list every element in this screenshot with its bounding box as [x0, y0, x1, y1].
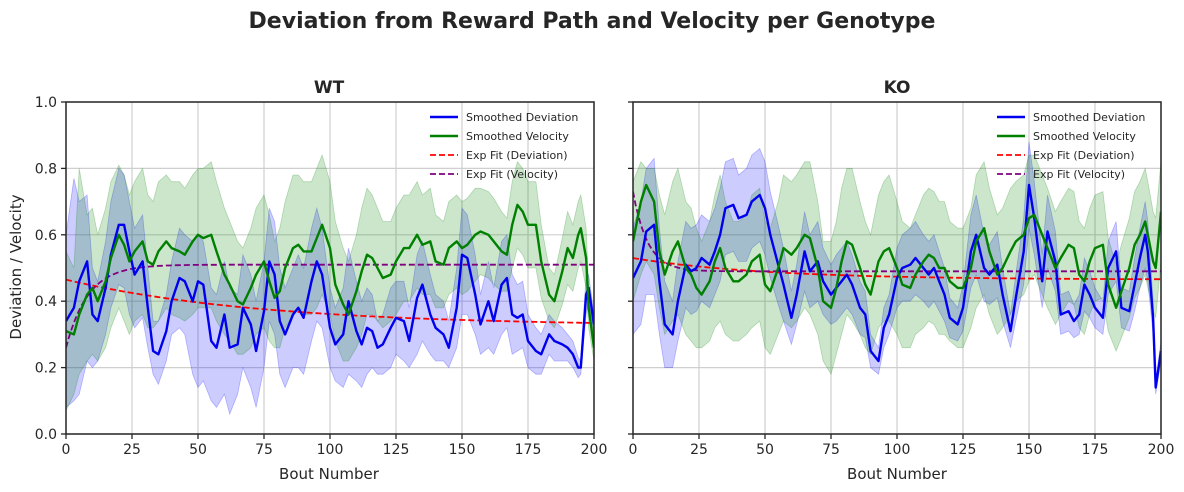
- y-tick-label: 0.8: [35, 161, 57, 177]
- x-tick-label-ko: 0: [629, 442, 638, 458]
- x-tick-label-ko: 175: [1082, 442, 1109, 458]
- x-tick-label-wt: 75: [255, 442, 273, 458]
- y-tick-label: 0.4: [35, 294, 57, 310]
- y-axis-label: Deviation / Velocity: [7, 194, 25, 339]
- velocity-band-ko: [633, 154, 1161, 376]
- x-tick-label-wt: 0: [62, 442, 71, 458]
- plot-area-wt: [66, 153, 594, 416]
- legend-wt: Smoothed Deviation Smoothed Velocity Exp F…: [430, 111, 578, 181]
- x-tick-label-wt: 125: [383, 442, 410, 458]
- legend-item-smoothed-deviation-ko: Smoothed Deviation: [997, 111, 1145, 124]
- smoothed-deviation-line-wt: [66, 223, 594, 369]
- deviation-band-wt: [66, 167, 594, 416]
- panel-title-ko: KO: [884, 78, 911, 98]
- legend-item-exp-fit-velocity-ko: Exp Fit (Velocity): [997, 168, 1125, 181]
- x-tick-label-ko: 75: [822, 442, 840, 458]
- x-tick-label-wt: 50: [189, 442, 207, 458]
- legend-item-smoothed-deviation-wt: Smoothed Deviation: [430, 111, 578, 124]
- x-tick-label-ko: 50: [756, 442, 774, 458]
- legend-label: Exp Fit (Velocity): [1033, 168, 1125, 181]
- legend-item-smoothed-velocity-ko: Smoothed Velocity: [997, 130, 1136, 143]
- x-tick-label-wt: 175: [515, 442, 542, 458]
- x-tick-label-ko: 100: [884, 442, 911, 458]
- y-tick-label: 1.0: [35, 95, 57, 111]
- velocity-band-wt: [66, 153, 594, 411]
- smoothed-deviation-line-ko: [633, 183, 1161, 389]
- legend-item-exp-fit-deviation-ko: Exp Fit (Deviation): [997, 149, 1135, 162]
- plot-area-ko: [633, 141, 1161, 395]
- legend-label: Smoothed Velocity: [466, 130, 569, 143]
- y-tick-label: 0.0: [35, 427, 57, 443]
- x-axis-label-ko: Bout Number: [847, 465, 948, 483]
- panel-wt: WT Bout Number Deviation / Velocity 0 25 5…: [7, 78, 607, 483]
- figure-title: Deviation from Reward Path and Velocity …: [249, 9, 936, 34]
- x-tick-label-ko: 200: [1148, 442, 1175, 458]
- smoothed-velocity-line-wt: [66, 203, 594, 348]
- exp-fit-deviation-line-wt: [66, 278, 594, 324]
- x-tick-label-wt: 25: [123, 442, 141, 458]
- x-tick-label-ko: 25: [690, 442, 708, 458]
- legend-label: Smoothed Deviation: [1033, 111, 1145, 124]
- x-tick-label-wt: 100: [317, 442, 344, 458]
- legend-label: Exp Fit (Velocity): [466, 168, 558, 181]
- legend-item-exp-fit-deviation-wt: Exp Fit (Deviation): [430, 149, 568, 162]
- legend-label: Exp Fit (Deviation): [466, 149, 568, 162]
- exp-fit-velocity-line-wt: [66, 263, 594, 348]
- x-tick-label-wt: 200: [581, 442, 608, 458]
- x-tick-label-ko: 150: [1016, 442, 1043, 458]
- legend-ko: Smoothed Deviation Smoothed Velocity Exp F…: [997, 111, 1145, 181]
- smoothed-velocity-line-ko: [633, 183, 1161, 309]
- x-tick-label-wt: 150: [449, 442, 476, 458]
- y-tick-label: 0.6: [35, 228, 57, 244]
- legend-label: Smoothed Velocity: [1033, 130, 1136, 143]
- x-tick-label-ko: 125: [950, 442, 977, 458]
- legend-label: Exp Fit (Deviation): [1033, 149, 1135, 162]
- y-tick-label: 0.2: [35, 361, 57, 377]
- x-axis-label-wt: Bout Number: [279, 465, 380, 483]
- panel-ko: KO Bout Number 0 25 50 75 100 125 150 175 200 Smo…: [628, 78, 1174, 483]
- exp-fit-velocity-line-ko: [633, 191, 1161, 273]
- panel-title-wt: WT: [314, 78, 345, 98]
- legend-item-smoothed-velocity-wt: Smoothed Velocity: [430, 130, 569, 143]
- legend-label: Smoothed Deviation: [466, 111, 578, 124]
- legend-item-exp-fit-velocity-wt: Exp Fit (Velocity): [430, 168, 558, 181]
